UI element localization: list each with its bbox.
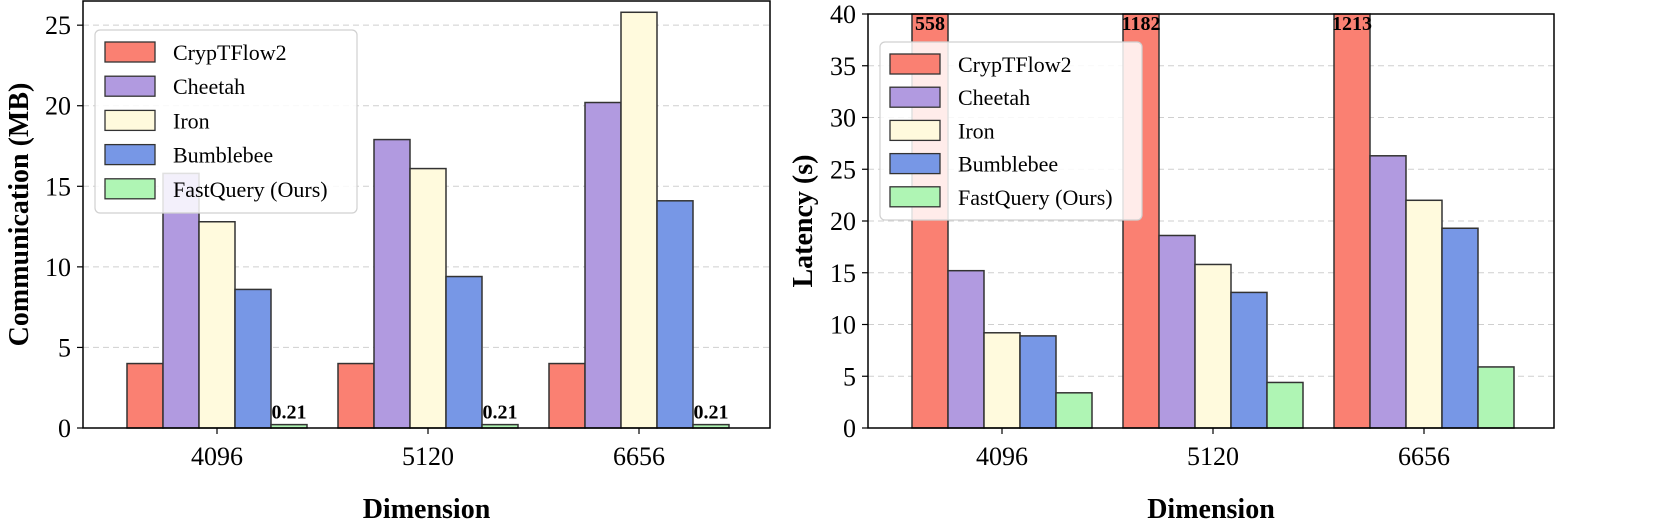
data-label: 1182	[1122, 13, 1161, 35]
bar-iron-4096	[198, 221, 236, 429]
plot-frame	[82, 0, 771, 429]
y-tick-label: 35	[830, 52, 856, 81]
legend: CrypTFlow2 Cheetah Iron Bumblebee FastQuery …	[94, 29, 358, 214]
y-tick-label: 30	[830, 104, 856, 133]
data-label: 558	[915, 13, 945, 35]
bar-bumblebee-6656	[1441, 227, 1479, 429]
x-tick-label: 6656	[613, 442, 665, 471]
legend-label: FastQuery (Ours)	[958, 185, 1113, 210]
x-axis-title: Dimension	[1147, 494, 1275, 525]
bar-cryptflow2-4096	[126, 362, 164, 429]
legend-swatch	[889, 86, 941, 108]
communication-chart: 0 5 10 15 20 25 0.21 0.21 0.21 4096 5120 6656 Dimens…	[4, 0, 771, 525]
legend-label: Cheetah	[173, 74, 245, 99]
legend-swatch	[889, 152, 941, 175]
bar-cryptflow2-6656	[1333, 13, 1371, 429]
data-label: 1213	[1332, 13, 1372, 35]
data-label: 0.21	[272, 402, 307, 424]
y-tick-label: 10	[45, 253, 71, 282]
bar-fastquery-ours-4096	[1055, 392, 1093, 429]
bar-fastquery-ours-5120	[1266, 381, 1304, 429]
y-tick-label: 25	[830, 155, 856, 184]
y-axis-title: Latency (s)	[788, 155, 819, 288]
y-axis-title: Communication (MB)	[4, 83, 35, 347]
bar-cheetah-5120	[373, 138, 411, 429]
legend-label: Bumblebee	[958, 152, 1058, 177]
y-tick-label: 5	[843, 362, 856, 391]
bar-iron-6656	[620, 11, 658, 429]
y-tick-label: 0	[843, 414, 856, 443]
bar-iron-5120	[409, 167, 447, 429]
y-tick-label: 10	[830, 311, 856, 340]
bar-bumblebee-5120	[1230, 291, 1268, 429]
legend-swatch	[104, 41, 156, 63]
plot-frame	[867, 13, 1555, 429]
bar-iron-5120	[1194, 263, 1232, 429]
legend-label: CrypTFlow2	[958, 52, 1072, 77]
legend-swatch	[104, 75, 156, 97]
legend: CrypTFlow2 Cheetah Iron Bumblebee FastQuery …	[879, 41, 1143, 221]
bar-cryptflow2-6656	[548, 362, 586, 429]
bar-cheetah-5120	[1158, 234, 1196, 429]
bar-iron-4096	[983, 332, 1021, 429]
legend-swatch	[889, 186, 941, 208]
legend-label: FastQuery (Ours)	[173, 177, 328, 202]
bar-bumblebee-4096	[234, 288, 272, 429]
x-axis-title: Dimension	[363, 494, 491, 525]
bar-bumblebee-6656	[656, 200, 694, 429]
y-tick-label: 25	[45, 11, 71, 40]
x-tick-label: 4096	[191, 442, 243, 471]
x-tick-label: 4096	[976, 442, 1028, 471]
bar-cheetah-4096	[162, 172, 200, 429]
legend-swatch	[104, 178, 156, 200]
y-tick-label: 5	[58, 333, 71, 362]
legend-label: Iron	[958, 118, 995, 143]
bar-cryptflow2-5120	[337, 362, 375, 429]
bar-cheetah-6656	[1369, 155, 1407, 429]
y-tick-label: 15	[830, 259, 856, 288]
legend-label: Bumblebee	[173, 143, 273, 168]
data-label: 0.21	[483, 402, 518, 424]
latency-chart: 0 5 10 15 20 25 30 35 40 558 1182 1213 4096 5120 6656 D…	[788, 0, 1555, 525]
legend-swatch	[889, 53, 941, 75]
y-tick-label: 15	[45, 172, 71, 201]
bar-cheetah-4096	[947, 269, 985, 429]
legend-swatch	[889, 119, 941, 142]
y-tick-label: 0	[58, 414, 71, 443]
legend-box	[879, 41, 1143, 221]
legend-swatch	[104, 143, 156, 166]
legend-label: Cheetah	[958, 85, 1030, 110]
bar-bumblebee-4096	[1019, 335, 1057, 429]
x-tick-label: 5120	[402, 442, 454, 471]
legend-swatch	[104, 109, 156, 132]
x-tick-label: 6656	[1398, 442, 1450, 471]
bar-fastquery-ours-6656	[1477, 366, 1515, 429]
x-tick-label: 5120	[1187, 442, 1239, 471]
bar-iron-6656	[1405, 199, 1443, 429]
y-tick-label: 20	[830, 207, 856, 236]
legend-label: Iron	[173, 108, 210, 133]
bar-cheetah-6656	[584, 101, 622, 429]
y-tick-label: 40	[830, 0, 856, 29]
y-tick-label: 20	[45, 92, 71, 121]
data-label: 0.21	[694, 402, 729, 424]
legend-label: CrypTFlow2	[173, 40, 287, 65]
legend-box	[94, 29, 358, 214]
bar-bumblebee-5120	[445, 275, 483, 429]
